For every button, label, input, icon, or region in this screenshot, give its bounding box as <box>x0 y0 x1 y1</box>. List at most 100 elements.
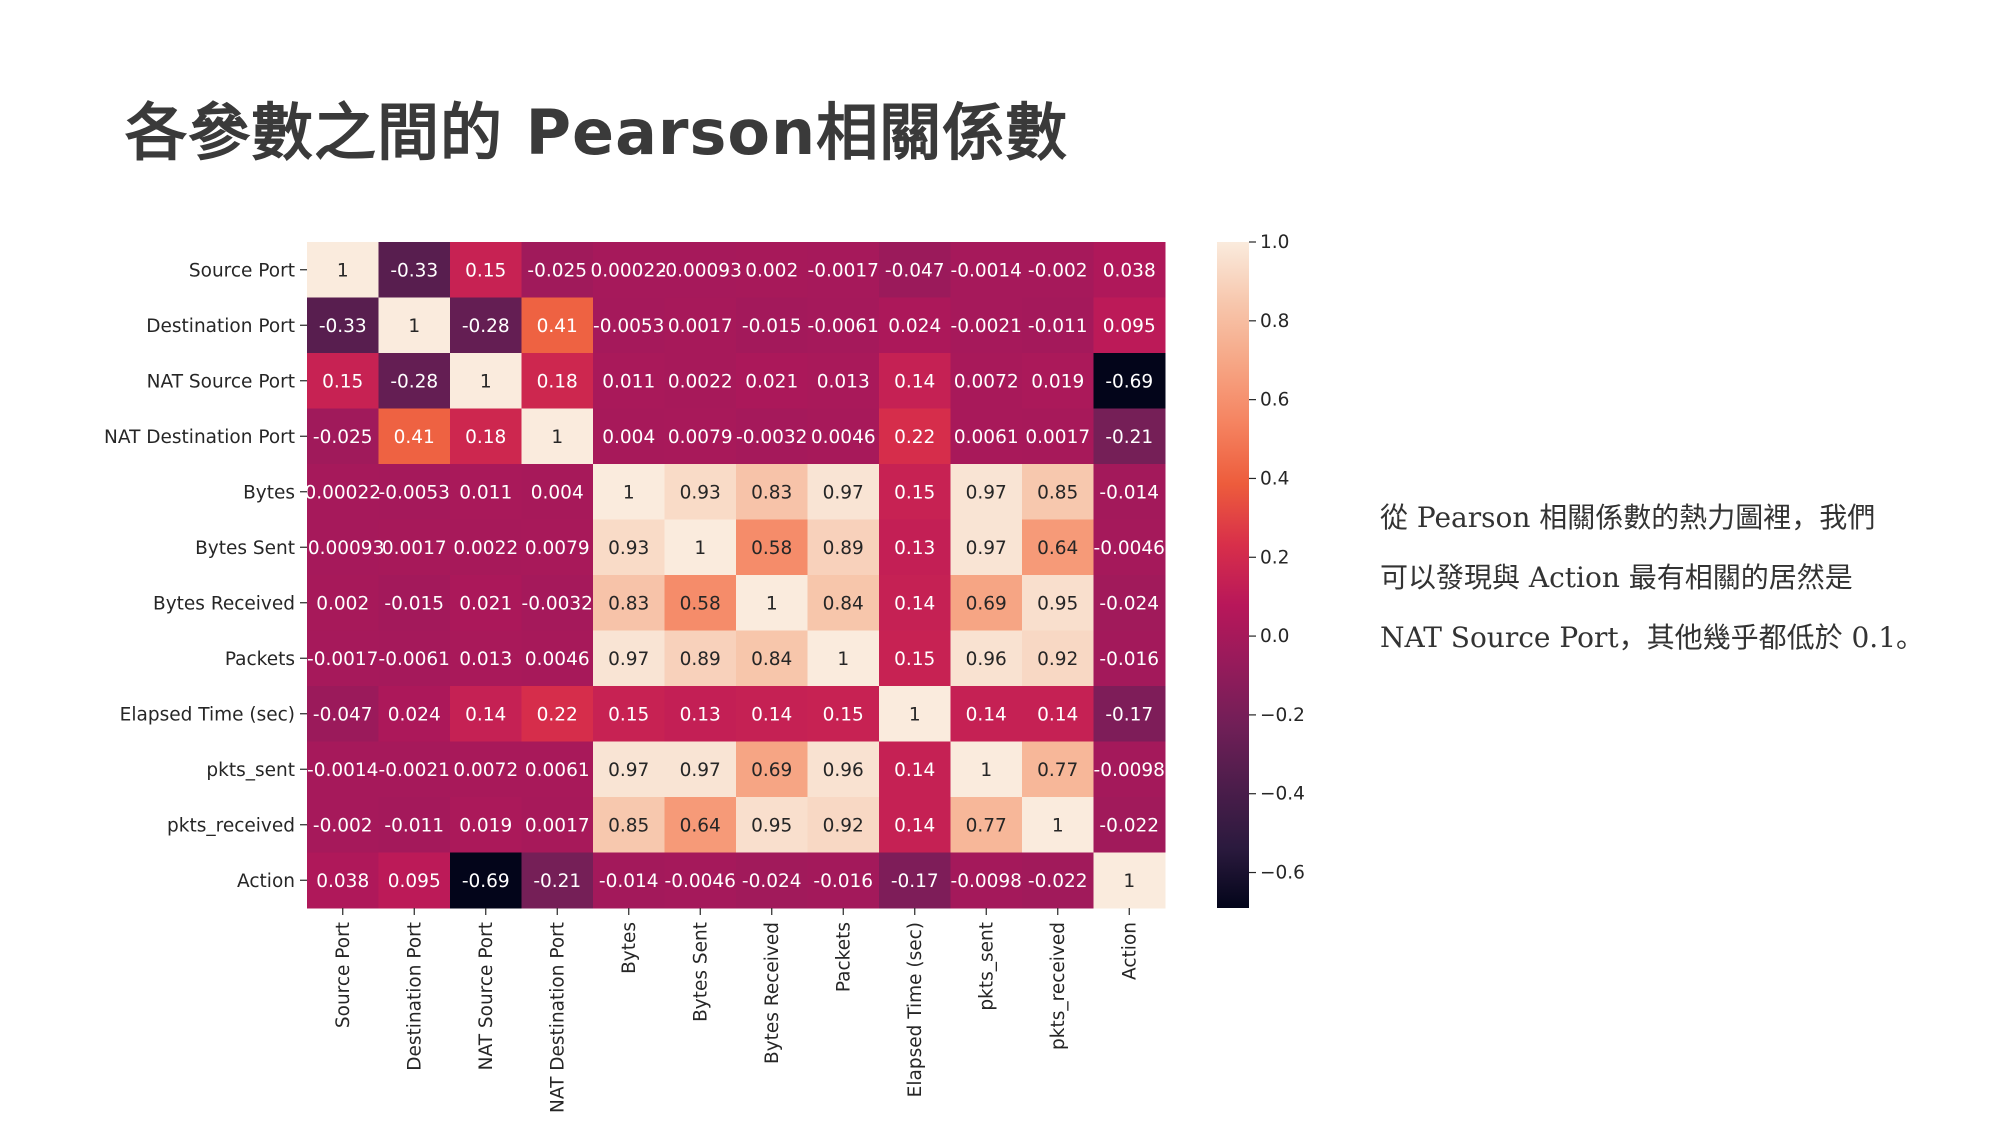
cell-annotation: -0.17 <box>1105 704 1153 725</box>
heatmap-cell <box>1093 408 1166 465</box>
heatmap-cell <box>593 686 665 742</box>
cell-annotation: 0.64 <box>1037 538 1078 559</box>
heatmap-cell <box>664 408 737 465</box>
heatmap-cell <box>950 464 1023 520</box>
cell-annotation: -0.002 <box>313 815 373 836</box>
cell-annotation: 0.0061 <box>525 760 590 781</box>
heatmap-cell <box>378 797 451 853</box>
heatmap-cell <box>378 519 451 576</box>
heatmap-cell <box>450 630 522 687</box>
cell-annotation: 0.96 <box>823 760 864 781</box>
y-tick-label: pkts_received <box>167 815 295 836</box>
heatmap-cell <box>950 353 1023 409</box>
heatmap-cell <box>879 464 951 520</box>
heatmap-cell <box>807 741 880 798</box>
heatmap-cell <box>736 852 808 909</box>
heatmap-cell <box>664 297 737 354</box>
cell-annotation: 0.013 <box>817 371 870 392</box>
heatmap-cell <box>807 852 880 909</box>
cell-annotation: -0.0061 <box>808 316 879 337</box>
cell-annotation: -0.002 <box>1028 260 1088 281</box>
description-text: 從 Pearson 相關係數的熱力圖裡，我們 可以發現與 Action 最有相關… <box>1380 488 1980 668</box>
cell-annotation: 0.97 <box>823 482 864 503</box>
heatmap-cell <box>879 852 951 909</box>
heatmap-cell <box>807 797 880 853</box>
heatmap-cell <box>736 242 808 298</box>
cell-annotation: -0.0021 <box>379 760 450 781</box>
cell-annotation: -0.024 <box>742 871 802 892</box>
heatmap-cell <box>1093 630 1166 687</box>
heatmap-cell <box>378 353 451 409</box>
heatmap-cell <box>664 519 737 576</box>
heatmap-cell <box>1022 575 1094 631</box>
cell-annotation: 0.004 <box>602 427 655 448</box>
cell-annotation: -0.0046 <box>1094 538 1165 559</box>
heatmap-cell <box>1093 353 1166 409</box>
heatmap-cell <box>807 519 880 576</box>
cell-annotation: 0.15 <box>823 704 864 725</box>
heatmap-cell <box>593 297 665 354</box>
cell-annotation: 0.002 <box>745 260 798 281</box>
cell-annotation: 0.0072 <box>954 371 1019 392</box>
heatmap-cell <box>593 575 665 631</box>
heatmap-cell <box>879 297 951 354</box>
heatmap-cell <box>1022 408 1094 465</box>
heatmap-cell <box>450 741 522 798</box>
heatmap-cell <box>521 242 594 298</box>
heatmap-cell <box>307 852 379 909</box>
cell-annotation: 0.13 <box>894 538 935 559</box>
heatmap-cell <box>593 741 665 798</box>
cell-annotation: 0.095 <box>1103 316 1156 337</box>
cell-annotation: 0.18 <box>465 427 506 448</box>
cell-annotation: 1 <box>909 704 921 725</box>
heatmap-cell <box>807 297 880 354</box>
cell-annotation: 0.021 <box>745 371 798 392</box>
y-tick-label: Bytes Received <box>153 593 295 614</box>
cell-annotation: 0.00022 <box>304 482 381 503</box>
heatmap-cell <box>1093 297 1166 354</box>
heatmap-cell <box>950 297 1023 354</box>
cell-annotation: 0.013 <box>459 649 512 670</box>
cell-annotation: 0.93 <box>608 538 649 559</box>
cell-annotation: -0.33 <box>390 260 438 281</box>
cell-annotation: 0.0017 <box>525 815 590 836</box>
heatmap-cell <box>807 353 880 409</box>
cell-annotation: 1 <box>1123 871 1135 892</box>
cell-annotation: 0.96 <box>966 649 1007 670</box>
cell-annotation: 0.024 <box>888 316 941 337</box>
cell-annotation: 0.84 <box>751 649 792 670</box>
heatmap-cell <box>450 797 522 853</box>
cell-annotation: -0.0032 <box>736 427 807 448</box>
colorbar-tick-label: 0.4 <box>1260 468 1289 489</box>
heatmap-cell <box>879 630 951 687</box>
heatmap-cell <box>450 242 522 298</box>
cell-annotation: -0.014 <box>599 871 659 892</box>
cell-annotation: -0.011 <box>1028 316 1088 337</box>
cell-annotation: 0.64 <box>680 815 721 836</box>
heatmap-cell <box>736 519 808 576</box>
heatmap-cell <box>1022 519 1094 576</box>
heatmap-cell <box>521 797 594 853</box>
heatmap-cell <box>1022 297 1094 354</box>
heatmap-cell <box>950 575 1023 631</box>
heatmap-cell <box>450 686 522 742</box>
cell-annotation: 0.14 <box>465 704 506 725</box>
y-tick-label: pkts_sent <box>206 760 295 781</box>
cell-annotation: -0.015 <box>742 316 802 337</box>
heatmap-cell <box>521 519 594 576</box>
cell-annotation: -0.022 <box>1028 871 1088 892</box>
heatmap-cell <box>378 575 451 631</box>
x-tick-label: Packets <box>833 922 854 992</box>
cell-annotation: 0.77 <box>966 815 1007 836</box>
cell-annotation: -0.21 <box>1105 427 1153 448</box>
cell-annotation: -0.0098 <box>951 871 1022 892</box>
cell-annotation: -0.17 <box>891 871 939 892</box>
cell-annotation: 0.0046 <box>811 427 876 448</box>
x-tick-label: pkts_received <box>1048 922 1069 1050</box>
cell-annotation: 0.0079 <box>525 538 590 559</box>
heatmap-cell <box>807 686 880 742</box>
cell-annotation: 0.93 <box>680 482 721 503</box>
heatmap-cell <box>593 630 665 687</box>
cell-annotation: -0.33 <box>319 316 367 337</box>
cell-annotation: 1 <box>837 649 849 670</box>
